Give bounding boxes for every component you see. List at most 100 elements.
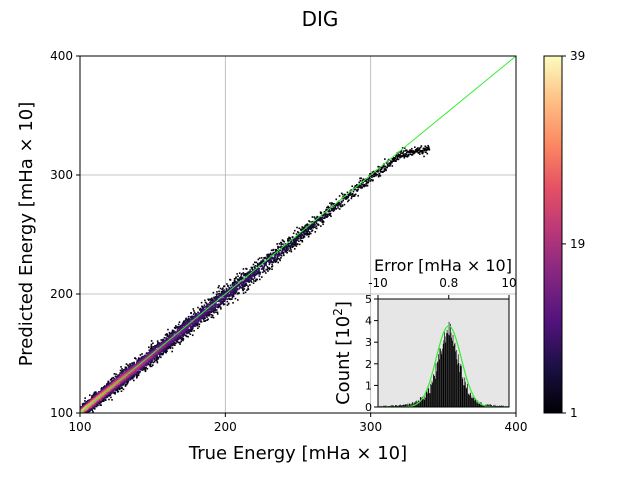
density-cell (201, 302, 203, 304)
density-cell (300, 228, 302, 230)
density-cell (225, 298, 227, 300)
density-cell (286, 248, 288, 250)
density-cell (103, 400, 105, 402)
density-cell (287, 250, 289, 252)
density-cell (274, 258, 276, 260)
density-cell (267, 266, 269, 268)
density-cell (273, 249, 275, 251)
density-cell (197, 324, 199, 326)
density-cell (167, 329, 169, 331)
density-cell (115, 373, 117, 375)
density-cell (216, 294, 218, 296)
density-cell (228, 303, 230, 305)
density-cell (179, 343, 181, 345)
density-cell (142, 369, 144, 371)
density-cell (190, 333, 192, 335)
density-cell (136, 377, 138, 379)
density-cell (81, 414, 83, 416)
density-cell (283, 247, 285, 249)
density-cell (223, 289, 225, 291)
density-cell (92, 411, 94, 413)
density-cell (290, 249, 292, 251)
density-cell (233, 296, 235, 298)
density-cell (197, 307, 199, 309)
density-cell (172, 347, 174, 349)
density-cell (171, 345, 173, 347)
density-cell (213, 317, 215, 319)
density-cell (251, 281, 253, 283)
density-cell (97, 405, 99, 407)
density-cell (226, 301, 228, 303)
density-cell (263, 267, 265, 269)
density-cell (254, 262, 256, 264)
density-cell (272, 262, 274, 264)
density-cell (215, 311, 217, 313)
density-cell (118, 391, 120, 393)
density-cell (243, 292, 245, 294)
density-cell (234, 293, 236, 295)
density-cell (294, 248, 296, 250)
density-cell (203, 308, 205, 310)
density-cell (235, 278, 237, 280)
density-cell (271, 250, 273, 252)
density-cell (282, 243, 284, 245)
density-cell (193, 313, 195, 315)
density-cell (203, 306, 205, 308)
density-cell (251, 267, 253, 269)
density-cell (224, 285, 226, 287)
density-cell (81, 417, 83, 419)
density-cell (81, 416, 83, 418)
density-cell (253, 282, 255, 284)
density-cell (281, 255, 283, 257)
density-cell (81, 415, 83, 417)
density-cell (262, 271, 264, 273)
density-cell (84, 400, 86, 402)
density-cell (82, 414, 84, 416)
density-cell (152, 364, 154, 366)
density-cell (207, 318, 209, 320)
density-cell (201, 321, 203, 323)
density-cell (83, 414, 85, 416)
density-cell (209, 314, 211, 316)
density-cell (84, 415, 86, 417)
density-cell (125, 385, 127, 387)
density-cell (91, 395, 93, 397)
density-cell (302, 241, 304, 243)
density-cell (110, 394, 112, 396)
density-cell (174, 344, 176, 346)
density-cell (283, 241, 285, 243)
density-cell (87, 415, 89, 417)
density-cell (301, 237, 303, 239)
density-cell (197, 327, 199, 329)
density-cell (258, 268, 260, 270)
density-cell (180, 341, 182, 343)
density-cell (279, 252, 281, 254)
density-cell (241, 273, 243, 275)
density-cell (271, 263, 273, 265)
density-cell (276, 260, 278, 262)
density-cell (127, 381, 129, 383)
density-cell (216, 298, 218, 300)
density-cell (303, 227, 305, 229)
density-cell (279, 260, 281, 262)
density-cell (150, 363, 152, 365)
density-cell (100, 404, 102, 406)
density-cell (151, 345, 153, 347)
density-cell (272, 265, 274, 267)
density-cell (286, 252, 288, 254)
density-cell (288, 248, 290, 250)
density-cell (127, 382, 129, 384)
density-cell (121, 387, 123, 389)
density-cell (139, 371, 141, 373)
density-cell (193, 308, 195, 310)
density-cell (278, 246, 280, 248)
density-cell (242, 290, 244, 292)
density-cell (108, 399, 110, 401)
density-cell (80, 413, 82, 415)
density-cell (83, 414, 85, 416)
density-cell (82, 414, 84, 416)
density-cell (85, 414, 87, 416)
density-cell (166, 350, 168, 352)
density-cell (114, 393, 116, 395)
density-cell (82, 415, 84, 417)
